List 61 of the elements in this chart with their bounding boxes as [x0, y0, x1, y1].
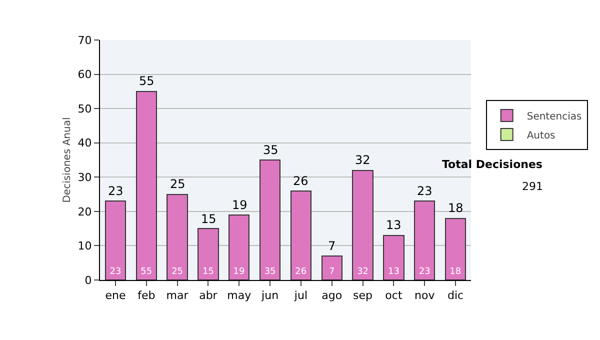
legend-label: Sentencias	[526, 111, 582, 122]
data-label: 35	[264, 267, 276, 277]
data-label: 15	[202, 267, 214, 277]
data-label: 23	[418, 267, 430, 277]
total-label: 25	[170, 177, 186, 191]
x-tick-label: jun	[260, 289, 279, 302]
x-tick-label: dic	[447, 289, 464, 302]
bar	[166, 194, 188, 280]
x-tick-label: feb	[138, 289, 156, 302]
total-label: 35	[263, 143, 278, 157]
bar	[136, 90, 157, 280]
data-label: 18	[450, 267, 462, 277]
bar	[198, 228, 219, 280]
x-tick-label: ene	[105, 289, 126, 302]
total-label: 23	[108, 184, 124, 198]
bar	[444, 218, 466, 280]
y-tick-label: 50	[78, 102, 92, 116]
total-label: 15	[201, 212, 216, 226]
data-label: 25	[172, 267, 184, 277]
y-tick-label: 10	[78, 240, 92, 253]
data-label: 7	[329, 267, 335, 277]
y-tick-label: 0	[84, 274, 92, 287]
data-label: 19	[233, 267, 245, 277]
data-label: 23	[110, 267, 122, 277]
total-label: 26	[293, 174, 308, 188]
data-label: 32	[357, 267, 369, 277]
bar	[290, 190, 312, 280]
total-label: 32	[355, 153, 370, 167]
total-label: 23	[417, 184, 432, 198]
total-label: 18	[448, 201, 464, 215]
text: 291	[522, 180, 543, 193]
x-tick-label: jul	[293, 289, 308, 302]
total-label: 55	[139, 74, 154, 88]
y-tick-label: 40	[78, 136, 92, 150]
x-tick-label: abr	[199, 289, 218, 302]
bar	[228, 214, 250, 280]
annotation: Total Decisiones	[442, 158, 543, 171]
bar	[414, 200, 436, 280]
x-tick-label: sep	[353, 289, 373, 302]
x-tick-label: oct	[385, 289, 403, 302]
x-tick-label: mar	[166, 289, 189, 302]
y-axis-title: Decisiones Anual	[62, 117, 73, 203]
bar	[383, 234, 404, 280]
x-tick-label: may	[227, 289, 252, 302]
bar	[321, 256, 342, 280]
bar	[352, 170, 374, 280]
y-tick-label: 70	[78, 34, 92, 47]
y-tick-label: 20	[78, 205, 92, 218]
bar	[259, 160, 281, 280]
data-label: 26	[295, 267, 307, 277]
total-label: 7	[328, 239, 336, 253]
x-tick-label: nov	[414, 289, 436, 302]
data-label: 13	[388, 267, 400, 277]
total-label: 19	[232, 198, 248, 212]
total-label: 13	[386, 218, 402, 232]
data-label: 55	[140, 267, 152, 277]
y-tick-label: 60	[78, 68, 92, 82]
y-tick-label: 30	[78, 170, 92, 184]
bar	[104, 200, 126, 280]
legend-label: Autos	[526, 130, 556, 142]
x-tick-label: ago	[322, 289, 342, 302]
